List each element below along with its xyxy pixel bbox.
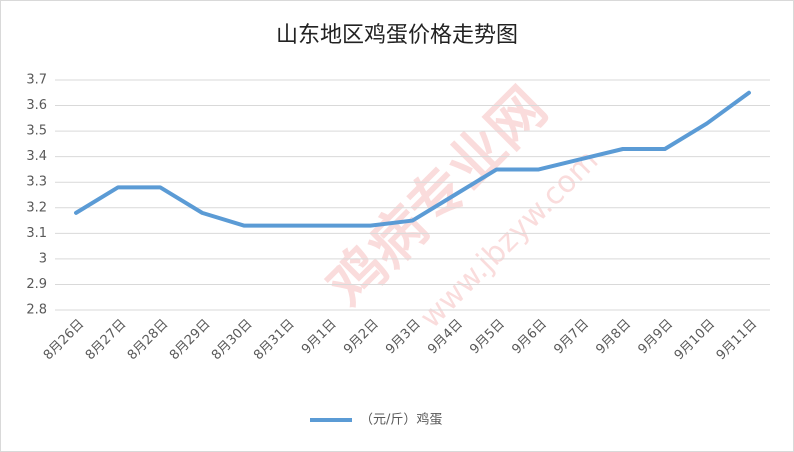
y-tick-label: 3.4 <box>26 149 47 164</box>
y-tick-label: 3.5 <box>26 124 47 139</box>
legend-label: （元/斤）鸡蛋 <box>360 412 442 428</box>
y-tick-label: 2.9 <box>26 277 47 292</box>
y-tick-label: 3.6 <box>26 98 47 113</box>
y-tick-label: 3.3 <box>26 175 47 190</box>
y-tick-label: 3.2 <box>26 200 47 215</box>
y-tick-label: 3 <box>39 251 47 266</box>
y-tick-label: 3.1 <box>26 226 47 241</box>
y-tick-label: 2.8 <box>26 303 47 318</box>
chart-title: 山东地区鸡蛋价格走势图 <box>276 23 518 48</box>
y-tick-label: 3.7 <box>26 73 47 88</box>
line-series <box>74 90 751 228</box>
